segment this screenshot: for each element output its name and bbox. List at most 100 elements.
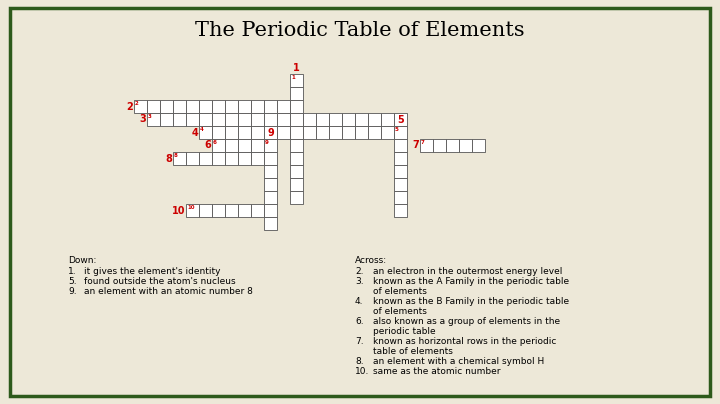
Text: The Periodic Table of Elements: The Periodic Table of Elements [195,21,525,40]
Bar [394,113,407,126]
Bar [251,100,264,113]
Bar [290,113,303,126]
Bar [264,217,277,230]
Text: known as horizontal rows in the periodic: known as horizontal rows in the periodic [373,337,557,346]
Bar [264,139,277,152]
Bar [199,204,212,217]
Text: it gives the element's identity: it gives the element's identity [84,267,220,276]
Text: also known as a group of elements in the: also known as a group of elements in the [373,317,560,326]
Bar [368,126,381,139]
Bar [329,113,342,126]
Bar [251,139,264,152]
Bar [277,126,290,139]
Bar [238,126,251,139]
Bar [212,100,225,113]
Bar [290,191,303,204]
Bar [303,113,316,126]
Bar [186,152,199,165]
Text: an electron in the outermost energy level: an electron in the outermost energy leve… [373,267,562,276]
Bar [186,100,199,113]
Bar [329,126,342,139]
Bar [199,113,212,126]
Bar [381,126,394,139]
Text: 10: 10 [187,205,194,210]
Bar [264,191,277,204]
Text: 6: 6 [213,140,217,145]
Bar [394,191,407,204]
Text: known as the B Family in the periodic table: known as the B Family in the periodic ta… [373,297,569,306]
Bar [264,178,277,191]
Bar [173,152,186,165]
Text: periodic table: periodic table [373,327,436,336]
Text: Across:: Across: [355,256,387,265]
Text: 2.: 2. [355,267,364,276]
Bar [199,152,212,165]
Text: 8.: 8. [355,357,364,366]
Bar [290,74,303,87]
Bar [355,126,368,139]
Text: 3: 3 [148,114,152,119]
Text: Down:: Down: [68,256,96,265]
Bar [212,126,225,139]
Bar [147,113,160,126]
Text: known as the A Family in the periodic table: known as the A Family in the periodic ta… [373,277,569,286]
Bar [264,204,277,217]
Text: found outside the atom's nucleus: found outside the atom's nucleus [84,277,235,286]
Bar [251,113,264,126]
Bar [225,139,238,152]
Bar [225,100,238,113]
Bar [225,113,238,126]
Bar [251,204,264,217]
Bar [212,204,225,217]
Text: 5: 5 [395,127,399,132]
Bar [316,126,329,139]
Bar [394,126,407,139]
Bar [238,204,251,217]
Bar [147,100,160,113]
Bar [212,152,225,165]
Text: 7: 7 [413,141,419,151]
Text: 5: 5 [397,115,404,125]
Bar [420,139,433,152]
Text: 4.: 4. [355,297,364,306]
Text: of elements: of elements [373,307,427,316]
Bar [290,152,303,165]
Bar [342,126,355,139]
Text: 2: 2 [135,101,139,106]
Text: 6: 6 [204,141,211,151]
Bar [381,113,394,126]
Bar [251,126,264,139]
Bar [342,113,355,126]
Bar [225,126,238,139]
Bar [238,100,251,113]
Text: 7: 7 [421,140,425,145]
Text: an element with a chemical symbol H: an element with a chemical symbol H [373,357,544,366]
Text: 3: 3 [139,114,146,124]
Bar [472,139,485,152]
Text: 6.: 6. [355,317,364,326]
Bar [290,100,303,113]
Bar [290,126,303,139]
Bar [186,204,199,217]
Text: 10.: 10. [355,367,369,376]
Bar [394,204,407,217]
Bar [290,178,303,191]
Text: 9: 9 [267,128,274,138]
Text: an element with an atomic number 8: an element with an atomic number 8 [84,287,253,296]
Text: 1.: 1. [68,267,76,276]
Bar [173,113,186,126]
Bar [290,139,303,152]
Bar [225,152,238,165]
Text: 8: 8 [165,154,172,164]
Bar [264,100,277,113]
Bar [394,178,407,191]
Bar [134,100,147,113]
Bar [225,204,238,217]
Text: 7.: 7. [355,337,364,346]
Bar [290,165,303,178]
Bar [394,152,407,165]
Bar [433,139,446,152]
Bar [238,152,251,165]
Text: 5.: 5. [68,277,76,286]
Bar [277,113,290,126]
